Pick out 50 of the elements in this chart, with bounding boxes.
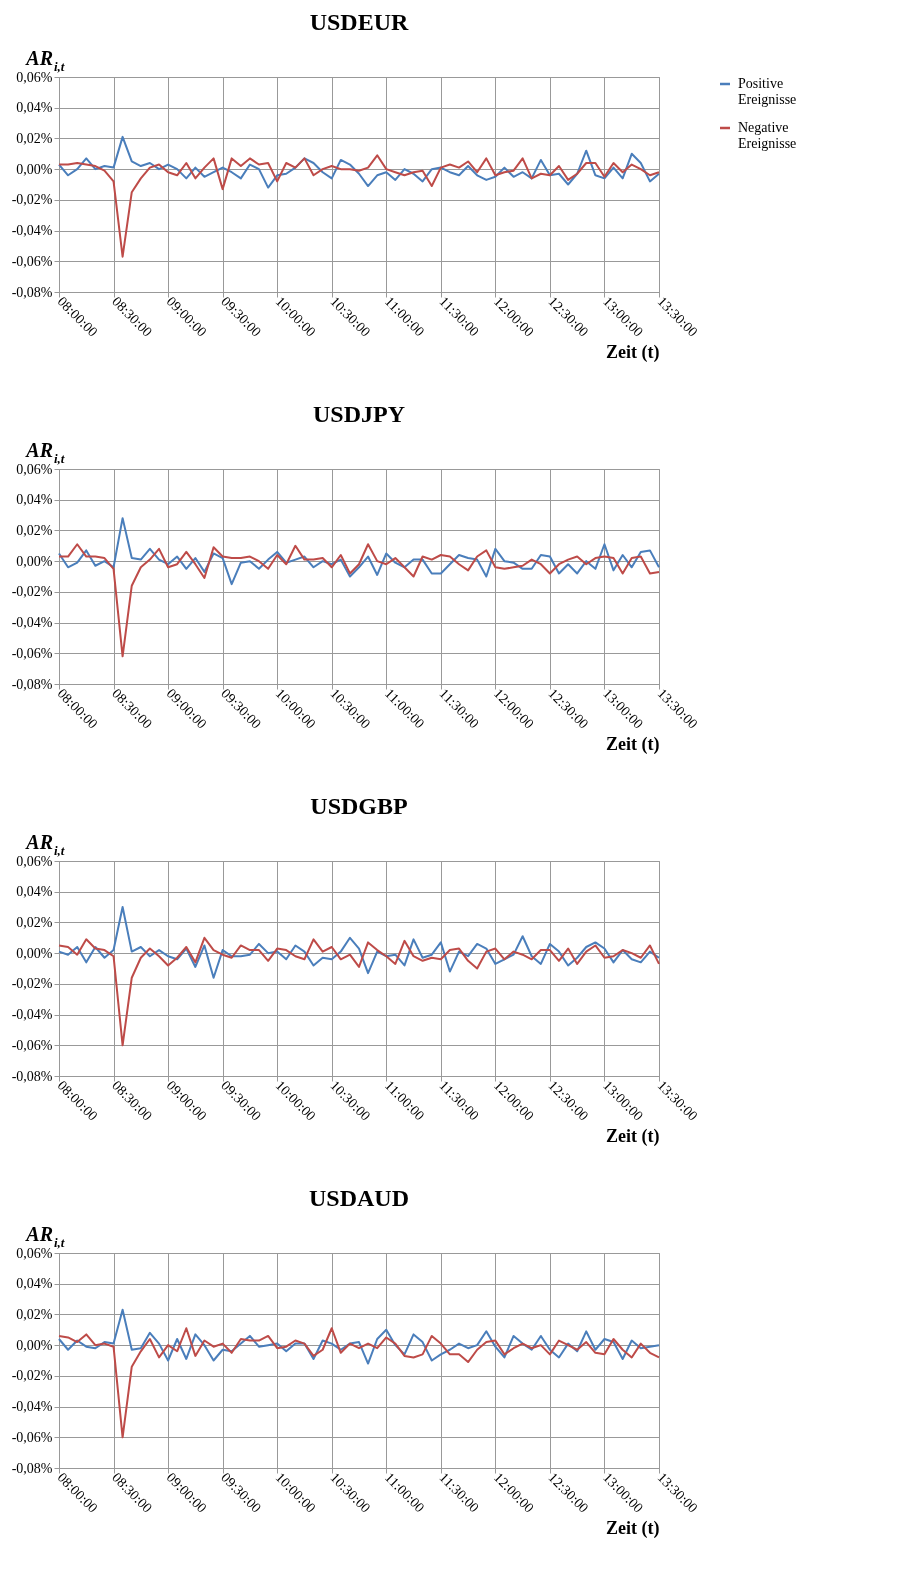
chart-title: USDGBP bbox=[310, 793, 408, 819]
legend-label: Negative Ereignisse bbox=[738, 120, 797, 151]
y-tick-label: -0,06% bbox=[11, 1037, 53, 1053]
line-series bbox=[58, 154, 660, 258]
y-tick-label: 0,02% bbox=[16, 130, 53, 146]
y-tick-label: -0,04% bbox=[11, 1007, 53, 1023]
y-tick-label: -0,04% bbox=[11, 615, 53, 631]
line-series bbox=[58, 1327, 660, 1439]
y-tick-label: -0,04% bbox=[11, 1399, 53, 1415]
x-axis-title: Zeit (t) bbox=[606, 733, 660, 755]
y-tick-label: 0,06% bbox=[16, 461, 53, 477]
y-tick-label: -0,08% bbox=[11, 676, 53, 692]
y-tick-label: 0,02% bbox=[16, 1306, 53, 1322]
line-series bbox=[58, 906, 660, 979]
y-tick-label: 0,04% bbox=[16, 884, 53, 900]
y-tick-label: 0,04% bbox=[16, 1276, 53, 1292]
y-tick-label: 0,04% bbox=[16, 492, 53, 508]
y-tick-label: 0,00% bbox=[16, 945, 53, 961]
line-series bbox=[58, 517, 660, 586]
y-tick-label: 0,06% bbox=[16, 853, 53, 869]
y-tick-label: -0,02% bbox=[11, 1368, 53, 1384]
line-series bbox=[58, 135, 660, 189]
line-series bbox=[58, 543, 660, 658]
x-axis-title: Zeit (t) bbox=[606, 1125, 660, 1147]
y-tick-label: -0,06% bbox=[11, 645, 53, 661]
y-tick-label: -0,08% bbox=[11, 1460, 53, 1476]
y-tick-label: 0,00% bbox=[16, 1337, 53, 1353]
y-tick-label: -0,06% bbox=[11, 1429, 53, 1445]
y-tick-label: -0,06% bbox=[11, 253, 53, 269]
y-tick-label: 0,02% bbox=[16, 522, 53, 538]
line-series bbox=[58, 936, 660, 1047]
y-tick-label: 0,02% bbox=[16, 914, 53, 930]
y-tick-label: 0,00% bbox=[16, 161, 53, 177]
line-series bbox=[58, 1308, 660, 1365]
x-axis-title: Zeit (t) bbox=[606, 1517, 660, 1539]
y-tick-label: -0,02% bbox=[11, 584, 53, 600]
chart-title: USDAUD bbox=[308, 1185, 410, 1211]
y-tick-label: 0,04% bbox=[16, 100, 53, 116]
y-tick-label: 0,06% bbox=[16, 69, 53, 85]
chart-title: USDEUR bbox=[309, 9, 410, 35]
y-tick-label: -0,02% bbox=[11, 192, 53, 208]
y-tick-label: -0,04% bbox=[11, 223, 53, 239]
y-tick-label: -0,08% bbox=[11, 284, 53, 300]
y-tick-label: -0,08% bbox=[11, 1068, 53, 1084]
legend-label: Positive Ereignisse bbox=[738, 76, 797, 107]
x-axis-title: Zeit (t) bbox=[606, 341, 660, 363]
y-tick-label: -0,02% bbox=[11, 976, 53, 992]
chart-title: USDJPY bbox=[312, 401, 406, 427]
y-tick-label: 0,06% bbox=[16, 1245, 53, 1261]
y-tick-label: 0,00% bbox=[16, 553, 53, 569]
